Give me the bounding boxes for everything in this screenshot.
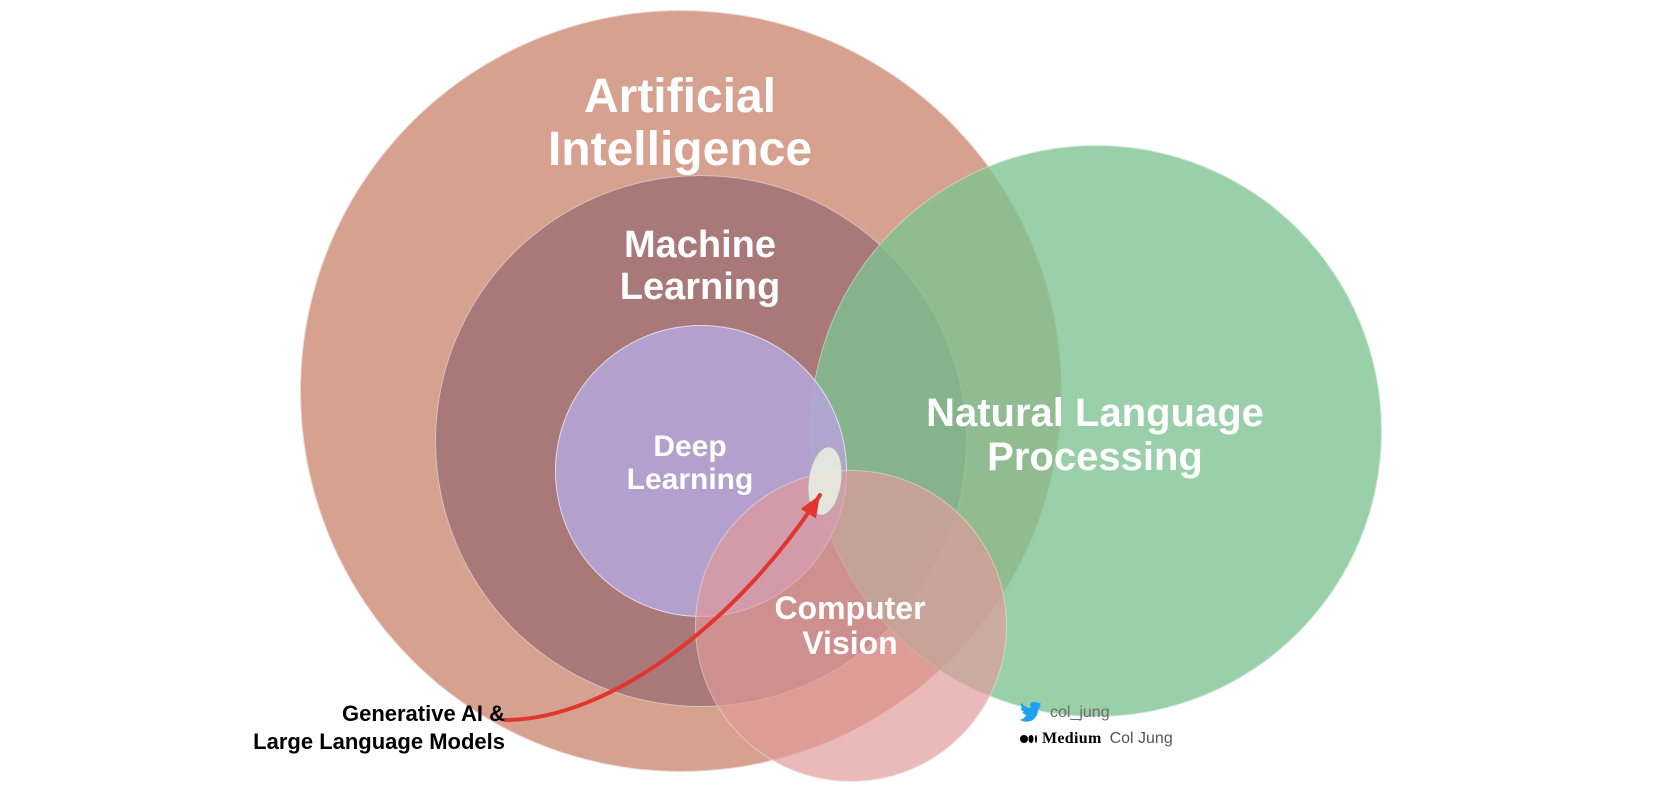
medium-label: Medium	[1042, 730, 1102, 748]
twitter-handle: col_jung	[1050, 704, 1110, 722]
label-nlp: Natural Language Processing	[795, 391, 1395, 479]
credits-block: col_jung Medium Col Jung	[1020, 702, 1173, 748]
callout-genai: Generative AI & Large Language Models	[65, 700, 505, 755]
author-name: Col Jung	[1110, 730, 1173, 748]
medium-icon: Medium	[1020, 730, 1102, 748]
credit-twitter: col_jung	[1020, 702, 1173, 724]
label-ml: Machine Learning	[400, 225, 1000, 309]
twitter-icon	[1020, 702, 1042, 724]
label-ai: Artificial Intelligence	[380, 71, 980, 177]
diagram-stage: Artificial Intelligence Machine Learning…	[0, 0, 1680, 800]
credit-medium: Medium Col Jung	[1020, 730, 1173, 748]
label-cv: Computer Vision	[550, 591, 1150, 661]
